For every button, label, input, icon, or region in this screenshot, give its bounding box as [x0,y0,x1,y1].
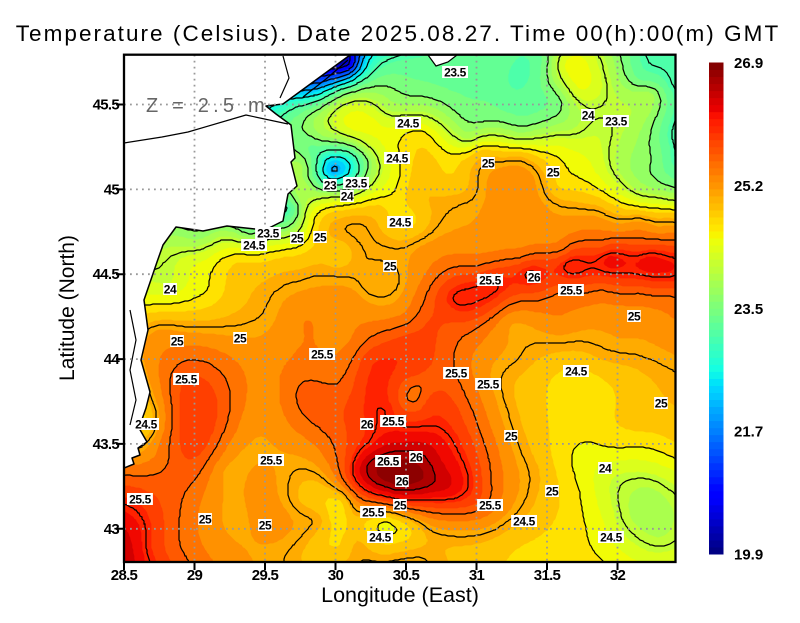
svg-text:23: 23 [324,179,337,193]
svg-text:26: 26 [410,451,423,465]
svg-text:25.5: 25.5 [477,378,499,392]
svg-text:25.5: 25.5 [560,284,582,298]
svg-text:24.5: 24.5 [513,515,535,529]
svg-text:24: 24 [582,109,595,123]
svg-text:24: 24 [341,190,354,204]
svg-text:32: 32 [610,567,626,584]
svg-text:25: 25 [655,397,668,411]
svg-text:25.5: 25.5 [445,367,467,381]
svg-text:29.5: 29.5 [252,567,279,584]
svg-text:25.5: 25.5 [175,373,197,387]
svg-text:25: 25 [234,332,247,346]
svg-text:31: 31 [469,567,485,584]
svg-text:43: 43 [104,521,120,538]
svg-text:21.7: 21.7 [734,424,763,441]
svg-text:25.2: 25.2 [734,178,763,195]
svg-text:24.5: 24.5 [600,531,622,545]
svg-text:25: 25 [314,231,327,245]
svg-text:25.5: 25.5 [260,454,282,468]
svg-text:45: 45 [104,181,120,198]
svg-text:24.5: 24.5 [565,365,587,379]
svg-text:25: 25 [547,166,560,180]
svg-text:24.5: 24.5 [243,239,265,253]
svg-text:Latitude (North): Latitude (North) [56,235,79,381]
svg-text:25.5: 25.5 [382,415,404,429]
svg-text:24.5: 24.5 [397,117,419,131]
svg-text:31.5: 31.5 [534,567,561,584]
svg-text:26.5: 26.5 [377,455,399,469]
svg-text:25.5: 25.5 [362,506,384,520]
svg-text:30: 30 [328,567,344,584]
svg-text:24.5: 24.5 [369,531,391,545]
svg-text:25.5: 25.5 [311,348,333,362]
svg-text:25: 25 [482,157,495,171]
svg-text:44.5: 44.5 [93,266,120,283]
svg-text:24: 24 [164,283,177,297]
svg-text:23.5: 23.5 [734,301,763,318]
svg-text:Temperature (Celsius). Date 20: Temperature (Celsius). Date 2025.08.27. … [16,21,781,46]
svg-text:25: 25 [199,513,212,527]
svg-text:25: 25 [546,485,559,499]
svg-text:25.5: 25.5 [479,274,501,288]
svg-text:26: 26 [528,271,541,285]
svg-text:25: 25 [394,499,407,513]
svg-text:25: 25 [291,232,304,246]
svg-text:26: 26 [361,418,374,432]
svg-text:Z = 2.5 m: Z = 2.5 m [146,95,269,117]
svg-text:30.5: 30.5 [393,567,420,584]
svg-text:Longitude (East): Longitude (East) [321,583,479,607]
svg-text:25.5: 25.5 [479,499,501,513]
svg-text:25.5: 25.5 [129,493,151,507]
svg-text:44: 44 [104,351,121,368]
svg-text:24: 24 [599,462,612,476]
svg-text:23.5: 23.5 [605,115,627,129]
svg-text:28.5: 28.5 [111,567,138,584]
svg-text:23.5: 23.5 [257,227,279,241]
svg-text:23.5: 23.5 [345,177,367,191]
svg-text:43.5: 43.5 [93,436,120,453]
svg-text:25: 25 [384,260,397,274]
svg-text:25: 25 [628,310,641,324]
svg-text:23.5: 23.5 [444,66,466,80]
svg-text:24.5: 24.5 [135,418,157,432]
svg-text:24.5: 24.5 [389,216,411,230]
svg-text:24.5: 24.5 [386,152,408,166]
svg-text:26.9: 26.9 [734,55,763,72]
svg-text:29: 29 [187,567,203,584]
svg-text:26: 26 [396,475,409,489]
svg-text:19.9: 19.9 [734,547,763,564]
svg-text:45.5: 45.5 [93,97,120,114]
svg-text:25: 25 [505,430,518,444]
svg-text:25: 25 [259,519,272,533]
svg-text:25: 25 [171,335,184,349]
